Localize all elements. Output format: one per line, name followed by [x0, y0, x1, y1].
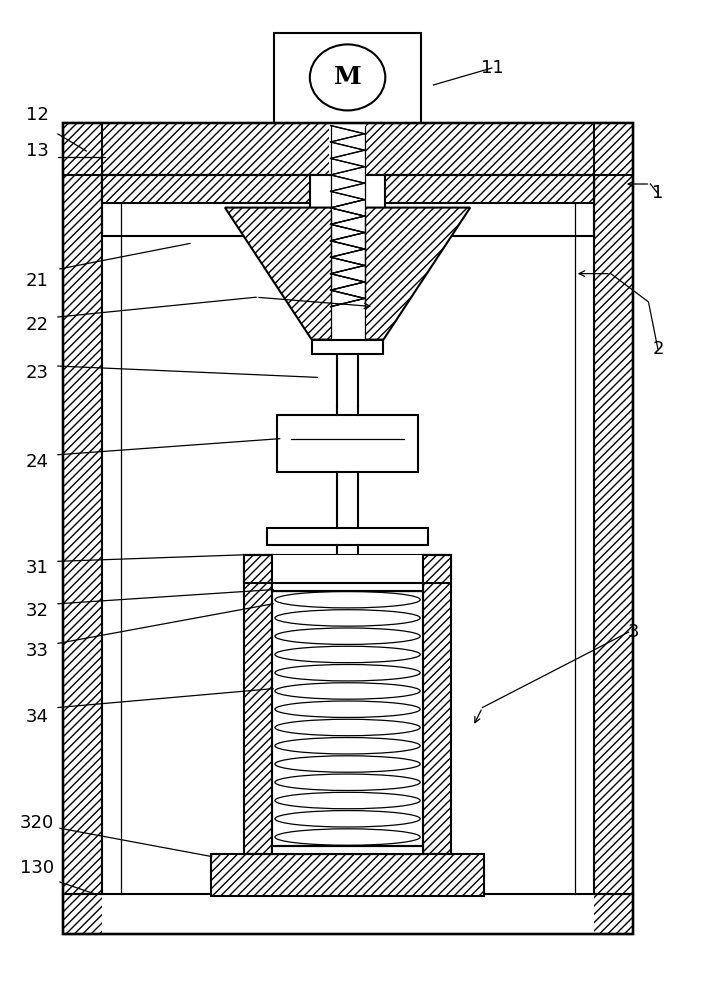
Bar	[331, 208, 365, 340]
Bar	[243, 555, 272, 854]
Bar	[331, 126, 365, 307]
Polygon shape	[225, 208, 471, 340]
Bar	[272, 846, 423, 854]
Text: 22: 22	[26, 316, 49, 334]
Bar	[243, 555, 451, 583]
Text: 11: 11	[481, 59, 503, 77]
Bar	[272, 583, 423, 591]
Bar	[63, 894, 633, 934]
Text: 320: 320	[20, 814, 54, 832]
Bar	[102, 175, 594, 203]
Bar	[310, 175, 386, 259]
Text: 130: 130	[20, 859, 54, 877]
Bar	[272, 555, 423, 583]
Text: 21: 21	[26, 272, 49, 290]
Bar	[267, 528, 428, 545]
Text: M: M	[333, 65, 361, 89]
Bar	[312, 340, 383, 354]
Text: 33: 33	[26, 642, 49, 660]
Bar	[423, 555, 451, 854]
Text: 24: 24	[26, 453, 49, 471]
Bar	[594, 123, 633, 934]
Bar	[328, 123, 366, 203]
Bar	[211, 854, 484, 896]
Text: 3: 3	[628, 623, 639, 641]
Text: 2: 2	[652, 340, 663, 358]
Bar	[63, 123, 633, 175]
Bar	[277, 415, 418, 472]
Bar	[102, 123, 594, 934]
Bar	[63, 123, 102, 934]
Text: 34: 34	[26, 708, 49, 726]
Text: 23: 23	[26, 364, 49, 382]
Text: 13: 13	[26, 142, 49, 160]
Text: 31: 31	[26, 559, 49, 577]
Text: 12: 12	[26, 106, 49, 124]
Bar	[274, 33, 421, 123]
Bar	[63, 123, 633, 934]
Text: 1: 1	[652, 184, 663, 202]
Text: 32: 32	[26, 602, 49, 620]
